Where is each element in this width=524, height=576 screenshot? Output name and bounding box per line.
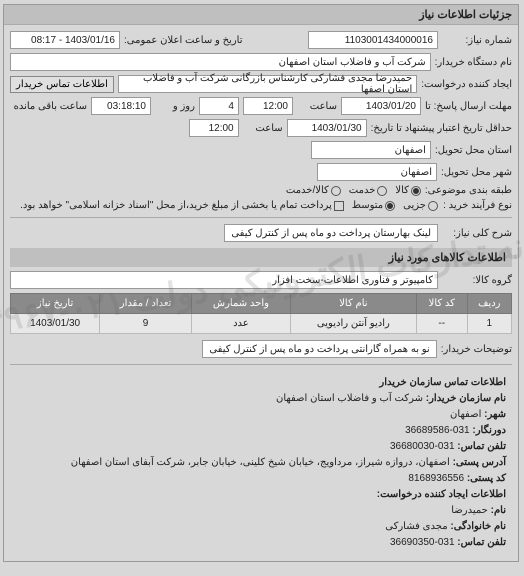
- creator-label: ایجاد کننده درخواست:: [422, 79, 513, 90]
- remain-label: ساعت باقی مانده: [15, 101, 88, 112]
- delivery-province-label: استان محل تحویل:: [436, 145, 513, 156]
- cr-family-label: نام خانوادگی:: [451, 521, 507, 532]
- c-addr-label: آدرس پستی:: [454, 457, 507, 468]
- cell-qty: 9: [101, 314, 193, 334]
- validity-date-field: 1403/01/30: [288, 119, 368, 137]
- subject-type-group: کالا خدمت کالا/خدمت: [287, 185, 422, 196]
- goods-group-field: کامپیوتر و فناوری اطلاعات-سخت افزار: [11, 271, 439, 289]
- cr-name-label: نام:: [492, 505, 507, 516]
- delivery-province-field: اصفهان: [312, 141, 432, 159]
- radio-small-label: جزیی: [404, 200, 427, 211]
- delivery-city-label: شهر محل تحویل:: [442, 167, 513, 178]
- cell-unit: عدد: [192, 314, 291, 334]
- cell-code: --: [417, 314, 468, 334]
- cr-name-value: حمیدرضا: [452, 505, 489, 516]
- announce-label: تاریخ و ساعت اعلان عمومی:: [125, 35, 244, 46]
- c-post-label: کد پستی:: [468, 473, 507, 484]
- c-prefix-value: 031-36689586: [406, 425, 471, 436]
- buyer-note-label: توضیحات خریدار:: [442, 344, 513, 355]
- panel-title: جزئیات اطلاعات نیاز: [5, 5, 519, 25]
- checkbox-icon: [335, 201, 345, 211]
- radio-icon: [378, 186, 388, 196]
- validity-time-field: 12:00: [190, 119, 240, 137]
- c-addr-value: اصفهان، دروازه شیراز، مرداویج، خیابان شی…: [72, 457, 451, 468]
- delivery-city-field: اصفهان: [318, 163, 438, 181]
- c-phone-value: 031-36680030: [391, 441, 456, 452]
- contact-buyer-button[interactable]: اطلاعات تماس خریدار: [11, 76, 115, 93]
- c-phone-label: تلفن تماس:: [458, 441, 507, 452]
- col-date: تاریخ نیاز: [12, 294, 101, 314]
- cell-date: 1403/01/30: [12, 314, 101, 334]
- buyer-note-field: نو به همراه گارانتی پرداخت دو ماه پس از …: [203, 340, 437, 358]
- remain-field: 03:18:10: [92, 97, 152, 115]
- radio-goods-service[interactable]: کالا/خدمت: [287, 185, 342, 196]
- request-number-field: 1103001434000016: [309, 31, 439, 49]
- contact-info-block: اطلاعات تماس سازمان خریدار نام سازمان خر…: [11, 371, 513, 555]
- c-prefix-label: دورنگار:: [473, 425, 507, 436]
- days-label: روز و: [156, 101, 196, 112]
- goods-group-label: گروه کالا:: [443, 275, 513, 286]
- cell-name: رادیو آنتن رادیویی: [291, 314, 417, 334]
- buyer-org-field: شرکت آب و فاضلاب استان اصفهان: [11, 53, 432, 71]
- radio-service[interactable]: خدمت: [350, 185, 389, 196]
- radio-medium[interactable]: متوسط: [353, 200, 396, 211]
- table-row: 1 -- رادیو آنتن رادیویی عدد 9 1403/01/30: [12, 314, 513, 334]
- c-city-label: شهر:: [485, 409, 507, 420]
- main-panel: جزئیات اطلاعات نیاز شماره نیاز: 11030014…: [4, 4, 520, 562]
- radio-icon: [412, 186, 422, 196]
- process-note-text: پرداخت تمام یا بخشی از مبلغ خرید،از محل …: [21, 200, 333, 211]
- c-org-label: نام سازمان خریدار:: [427, 393, 507, 404]
- validity-label: حداقل تاریخ اعتبار پیشنهاد تا تاریخ:: [372, 123, 513, 134]
- deadline-label: مهلت ارسال پاسخ: تا: [426, 101, 513, 112]
- request-number-label: شماره نیاز:: [443, 35, 513, 46]
- goods-table: ردیف کد کالا نام کالا واحد شمارش تعداد /…: [11, 293, 513, 334]
- deadline-date-field: 1403/01/20: [342, 97, 422, 115]
- cell-row: 1: [468, 314, 512, 334]
- cr-phone-value: 031-36690350: [391, 537, 456, 548]
- table-header-row: ردیف کد کالا نام کالا واحد شمارش تعداد /…: [12, 294, 513, 314]
- need-desc-field: لینک بهارستان پرداخت دو ماه پس از کنترل …: [225, 224, 439, 242]
- need-desc-label: شرح کلی نیاز:: [443, 228, 513, 239]
- cr-phone-label: تلفن تماس:: [458, 537, 507, 548]
- process-note-check[interactable]: پرداخت تمام یا بخشی از مبلغ خرید،از محل …: [21, 200, 345, 211]
- process-label: نوع فرآیند خرید :: [443, 200, 513, 211]
- radio-goods[interactable]: کالا: [396, 185, 422, 196]
- c-org-value: شرکت آب و فاضلاب استان اصفهان: [277, 393, 424, 404]
- col-name: نام کالا: [291, 294, 417, 314]
- time-label-2: ساعت: [244, 123, 284, 134]
- radio-small[interactable]: جزیی: [404, 200, 439, 211]
- col-qty: تعداد / مقدار: [101, 294, 193, 314]
- radio-medium-label: متوسط: [353, 200, 384, 211]
- radio-goods-label: کالا: [396, 185, 410, 196]
- cr-family-value: مجدی فشارکی: [386, 521, 448, 532]
- days-field: 4: [200, 97, 240, 115]
- col-code: کد کالا: [417, 294, 468, 314]
- buyer-org-label: نام دستگاه خریدار:: [436, 57, 513, 68]
- radio-service-label: خدمت: [350, 185, 377, 196]
- radio-icon: [429, 201, 439, 211]
- col-row: ردیف: [468, 294, 512, 314]
- goods-section-title: اطلاعات کالاهای مورد نیاز: [11, 248, 513, 267]
- col-unit: واحد شمارش: [192, 294, 291, 314]
- c-city-value: اصفهان: [451, 409, 482, 420]
- radio-icon: [332, 186, 342, 196]
- creator-field: حمیدرضا مجدی فشارکی کارشناس بازرگانی شرک…: [119, 75, 418, 93]
- contact-section-title: اطلاعات تماس سازمان خریدار: [380, 377, 507, 388]
- c-post-value: 8168936556: [409, 473, 465, 484]
- creator-section-title: اطلاعات ایجاد کننده درخواست:: [378, 489, 507, 500]
- process-group: جزیی متوسط پرداخت تمام یا بخشی از مبلغ خ…: [21, 200, 439, 211]
- radio-icon: [386, 201, 396, 211]
- subject-type-label: طبقه بندی موضوعی:: [426, 185, 513, 196]
- time-label-1: ساعت: [298, 101, 338, 112]
- radio-goods-service-label: کالا/خدمت: [287, 185, 330, 196]
- announce-field: 1403/01/16 - 08:17: [11, 31, 121, 49]
- deadline-time-field: 12:00: [244, 97, 294, 115]
